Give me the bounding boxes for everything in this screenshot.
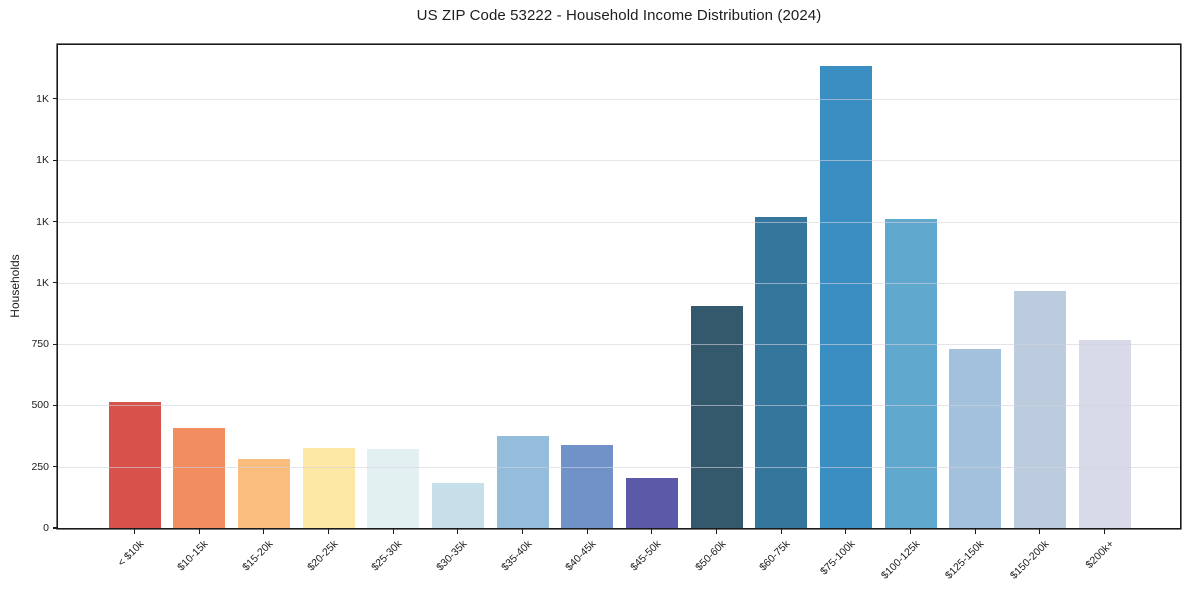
y-tick-label: 0 xyxy=(43,522,49,534)
y-tick-mark xyxy=(52,466,58,468)
y-tick-label: 1K xyxy=(36,92,49,105)
bar-125-150k xyxy=(949,349,1002,528)
y-tick-mark xyxy=(52,159,58,161)
y-tick-mark xyxy=(52,220,58,223)
y-tick-label: 1K xyxy=(36,215,49,228)
y-tick-label: 750 xyxy=(31,338,49,351)
bar-10-15k xyxy=(173,427,226,528)
x-tick-mark xyxy=(651,529,653,534)
y-tick-mark xyxy=(52,343,58,345)
x-tick-mark xyxy=(133,529,136,534)
bar-75-100k xyxy=(819,65,872,528)
bar-60-75k xyxy=(755,216,808,528)
x-tick-mark xyxy=(1039,529,1041,534)
y-tick-mark xyxy=(52,527,58,529)
gridline-250 xyxy=(58,466,1180,468)
y-tick-label: 500 xyxy=(31,399,49,412)
bar-15-20k xyxy=(237,459,290,528)
bar-200k xyxy=(1078,340,1131,528)
y-tick-mark xyxy=(52,98,58,100)
gridline-1000 xyxy=(58,282,1180,284)
y-tick-mark xyxy=(52,282,58,284)
bar-100-125k xyxy=(884,219,937,528)
x-tick-label: < $10k xyxy=(114,538,146,569)
bar-30-35k xyxy=(431,482,484,528)
plot-area xyxy=(58,45,1180,528)
x-tick-mark xyxy=(780,529,782,534)
gridline-1250 xyxy=(58,221,1180,223)
bar-25-30k xyxy=(367,449,420,528)
y-tick-label: 1K xyxy=(36,154,49,167)
bar-45-50k xyxy=(625,477,678,528)
x-tick-mark xyxy=(909,529,912,534)
bar-35-40k xyxy=(496,436,549,528)
bar-20-25k xyxy=(302,448,355,528)
bar-10k xyxy=(108,401,161,528)
gridline-1750 xyxy=(58,98,1180,100)
gridline-500 xyxy=(58,405,1180,407)
x-tick-mark xyxy=(327,529,330,534)
bar-150-200k xyxy=(1013,291,1066,528)
x-tick-mark xyxy=(457,529,459,534)
y-tick-label: 250 xyxy=(31,460,49,473)
x-tick-mark xyxy=(845,529,847,534)
x-tick-mark xyxy=(586,529,588,534)
gridline-750 xyxy=(58,344,1180,346)
x-tick-mark xyxy=(521,529,524,534)
bar-40-45k xyxy=(561,444,614,528)
x-tick-mark xyxy=(715,529,718,534)
x-tick-mark xyxy=(974,529,976,534)
chart-title: US ZIP Code 53222 - Household Income Dis… xyxy=(416,7,822,24)
bar-50-60k xyxy=(690,306,743,528)
x-tick-mark xyxy=(392,529,394,534)
y-tick-mark xyxy=(52,404,58,406)
gridline-1500 xyxy=(58,160,1180,162)
y-tick-label: 1K xyxy=(36,276,49,289)
x-tick-mark xyxy=(1104,529,1106,534)
x-tick-mark xyxy=(263,529,265,534)
x-tick-mark xyxy=(198,529,200,534)
